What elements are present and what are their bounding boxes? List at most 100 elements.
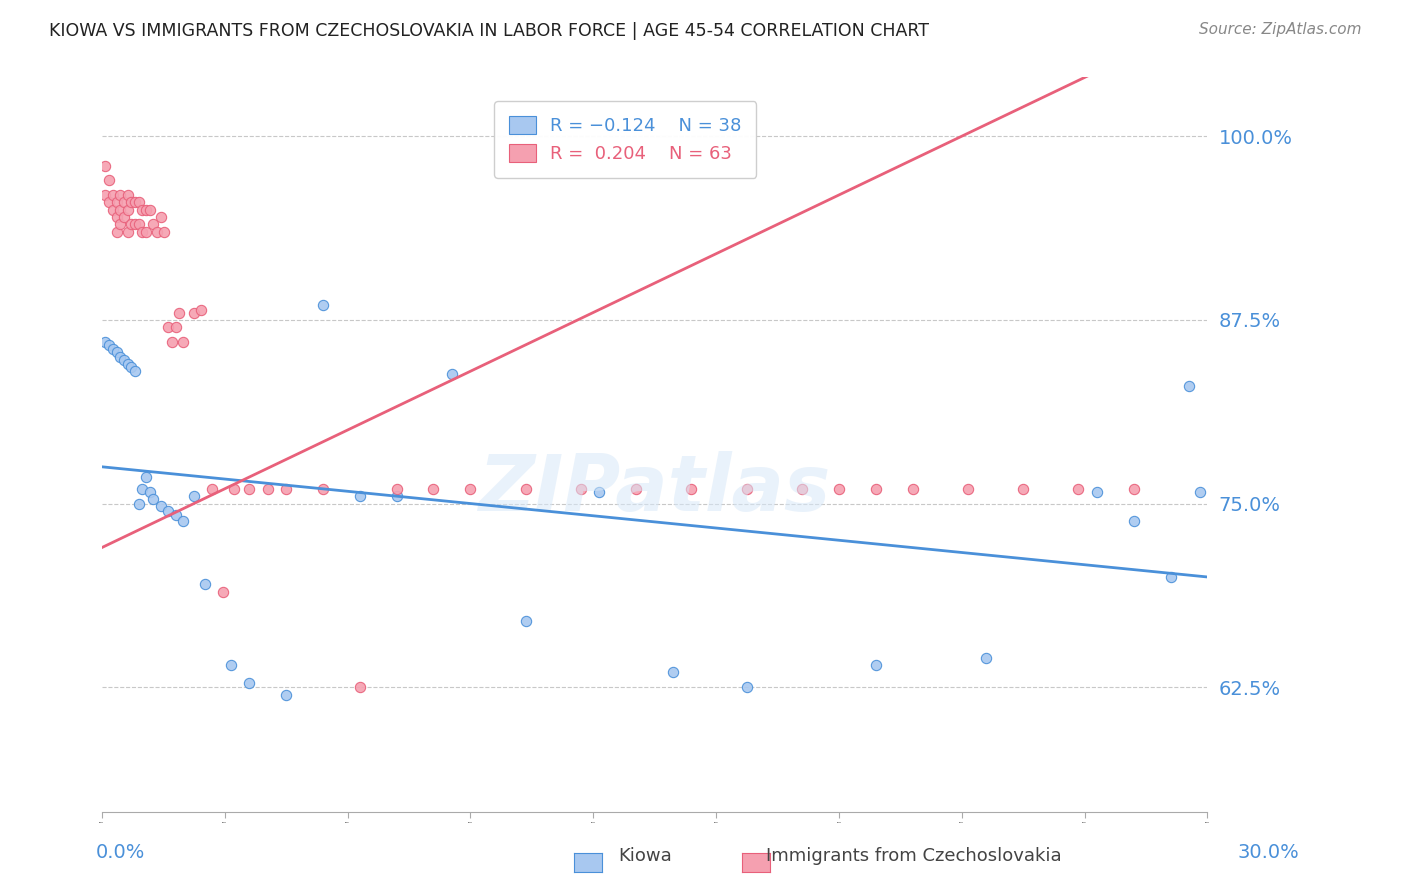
Point: [183, 305, 205, 319]
Point: [105, 345, 128, 359]
Point: [224, 482, 246, 496]
Point: [624, 482, 647, 496]
Point: [569, 482, 592, 496]
Point: [735, 482, 758, 496]
Point: [956, 482, 979, 496]
Point: [440, 368, 463, 382]
Point: [149, 500, 172, 514]
Text: Immigrants from Czechoslovakia: Immigrants from Czechoslovakia: [766, 847, 1062, 865]
Point: [110, 202, 132, 217]
Point: [865, 658, 887, 673]
Point: [201, 482, 224, 496]
Point: [101, 343, 124, 357]
Point: [385, 489, 408, 503]
Point: [976, 650, 998, 665]
Point: [588, 484, 610, 499]
Point: [124, 218, 146, 232]
Point: [124, 364, 146, 378]
Point: [142, 492, 165, 507]
Text: 0.0%: 0.0%: [96, 843, 145, 862]
Point: [165, 320, 187, 334]
Legend: R = −0.124    N = 38, R =  0.204    N = 63: R = −0.124 N = 38, R = 0.204 N = 63: [495, 101, 756, 178]
Text: 30.0%: 30.0%: [1237, 843, 1299, 862]
Point: [138, 484, 160, 499]
Point: [101, 202, 124, 217]
Text: Source: ZipAtlas.com: Source: ZipAtlas.com: [1198, 22, 1361, 37]
Point: [105, 210, 128, 224]
Point: [94, 334, 117, 349]
Point: [219, 658, 242, 673]
Point: [238, 675, 260, 690]
Point: [131, 482, 153, 496]
Point: [110, 350, 132, 364]
Point: [153, 225, 176, 239]
Point: [138, 202, 160, 217]
Point: [135, 470, 157, 484]
Point: [865, 482, 887, 496]
Point: [422, 482, 444, 496]
Point: [1189, 484, 1212, 499]
Point: [312, 482, 335, 496]
Point: [274, 482, 297, 496]
Point: [167, 305, 190, 319]
Point: [1122, 482, 1144, 496]
Point: [105, 225, 128, 239]
Point: [128, 195, 150, 210]
Point: [274, 688, 297, 702]
Point: [349, 489, 371, 503]
Point: [1067, 482, 1090, 496]
Point: [515, 482, 537, 496]
Point: [828, 482, 851, 496]
Point: [131, 202, 153, 217]
Point: [901, 482, 924, 496]
Point: [385, 482, 408, 496]
Point: [117, 202, 139, 217]
Point: [1178, 379, 1201, 393]
Point: [98, 338, 121, 352]
Point: [110, 188, 132, 202]
Point: [157, 504, 180, 518]
Point: [98, 173, 121, 187]
Point: [112, 352, 135, 367]
Point: [194, 577, 217, 591]
Point: [135, 225, 157, 239]
Point: [135, 202, 157, 217]
Point: [172, 334, 194, 349]
Point: [662, 665, 685, 680]
Point: [112, 195, 135, 210]
Point: [1122, 514, 1144, 528]
Text: Kiowa: Kiowa: [619, 847, 672, 865]
Point: [117, 188, 139, 202]
Point: [98, 195, 121, 210]
Point: [681, 482, 703, 496]
Point: [256, 482, 278, 496]
Point: [94, 159, 117, 173]
Point: [183, 489, 205, 503]
Point: [172, 514, 194, 528]
Point: [165, 508, 187, 523]
Point: [117, 225, 139, 239]
Point: [120, 359, 142, 374]
Point: [117, 357, 139, 371]
Point: [112, 210, 135, 224]
Point: [146, 225, 169, 239]
Point: [790, 482, 813, 496]
Point: [105, 195, 128, 210]
Point: [238, 482, 260, 496]
Point: [349, 680, 371, 694]
Point: [1012, 482, 1035, 496]
Text: KIOWA VS IMMIGRANTS FROM CZECHOSLOVAKIA IN LABOR FORCE | AGE 45-54 CORRELATION C: KIOWA VS IMMIGRANTS FROM CZECHOSLOVAKIA …: [49, 22, 929, 40]
Point: [131, 225, 153, 239]
Point: [101, 188, 124, 202]
Point: [312, 298, 335, 312]
Point: [160, 334, 183, 349]
Point: [110, 218, 132, 232]
Point: [124, 195, 146, 210]
Point: [142, 218, 165, 232]
Point: [515, 614, 537, 628]
Point: [735, 680, 758, 694]
Point: [157, 320, 180, 334]
Point: [212, 584, 235, 599]
Text: ZIPatlas: ZIPatlas: [478, 450, 831, 527]
Point: [1085, 484, 1108, 499]
